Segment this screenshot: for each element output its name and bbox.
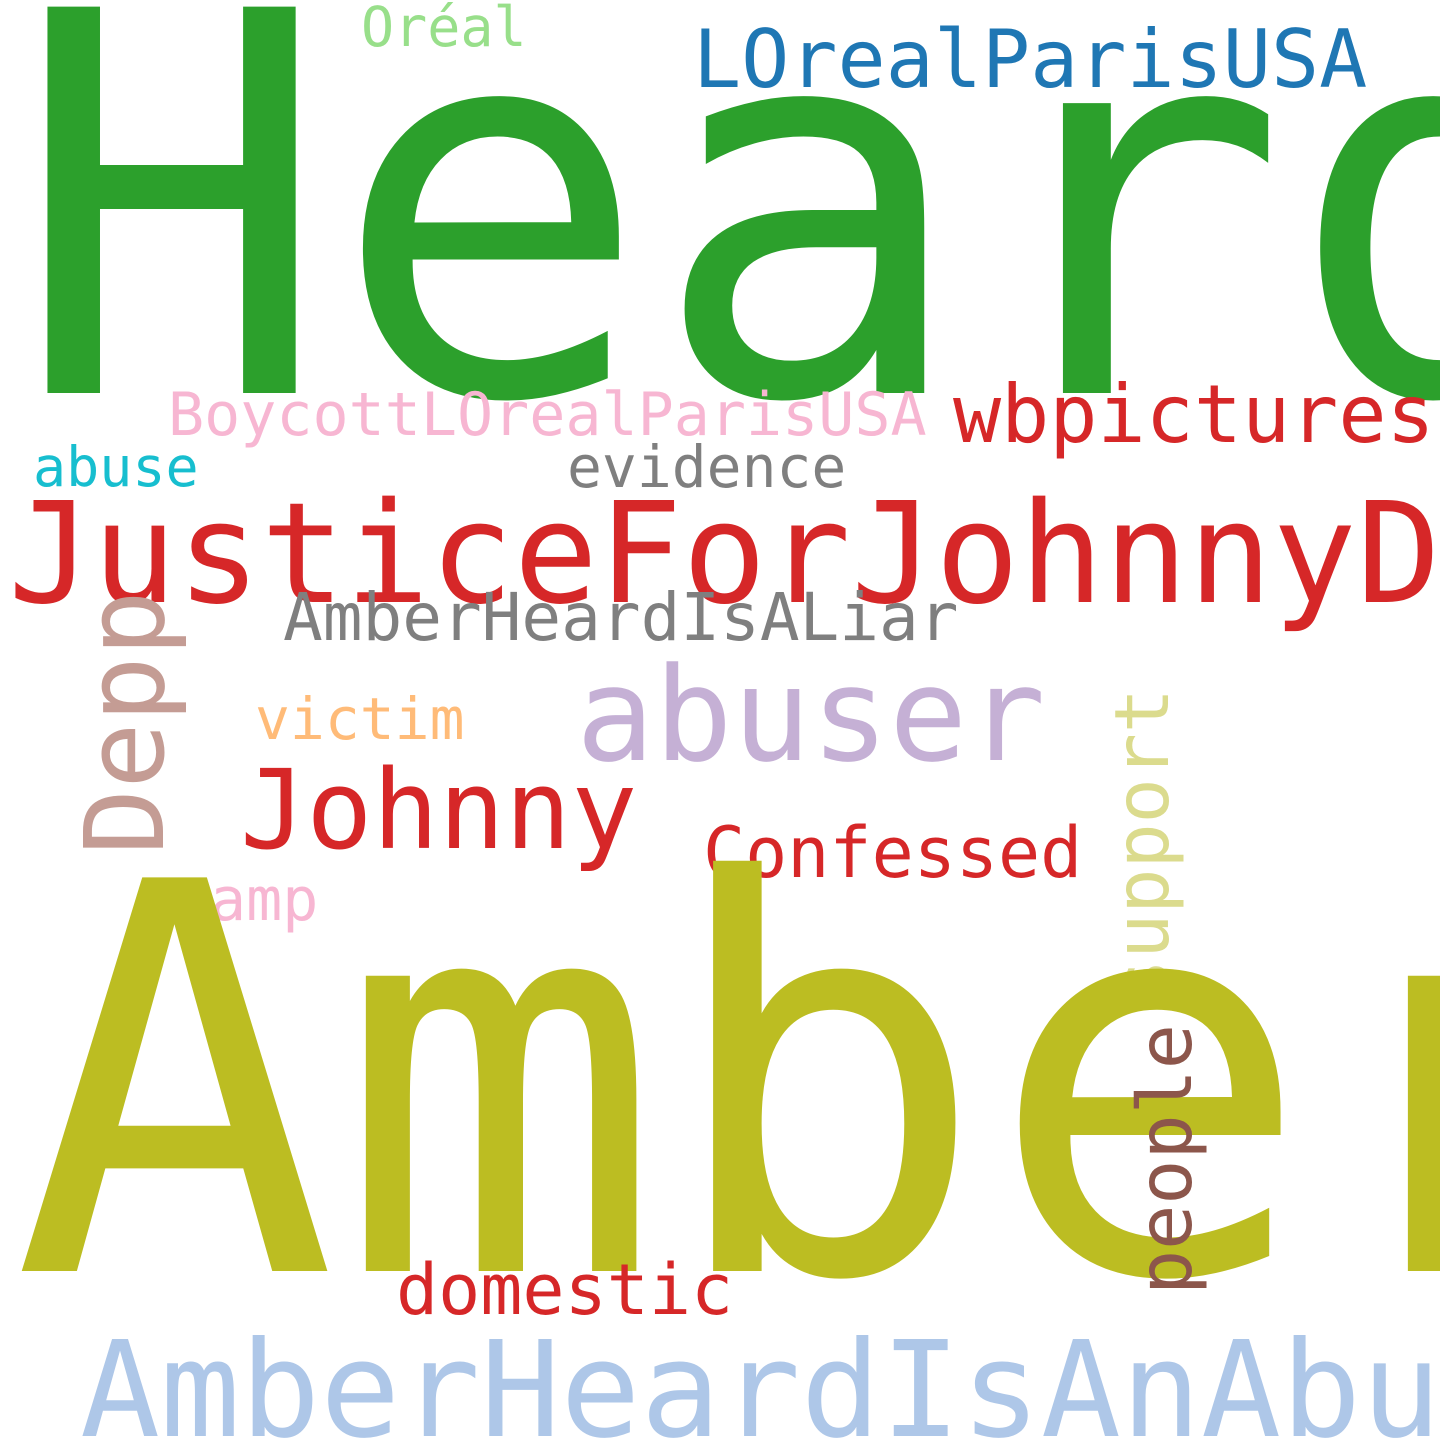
word-amber: Amber — [12, 771, 1440, 1399]
word-evidence: evidence — [567, 433, 847, 501]
word-victim: victim — [255, 685, 465, 753]
word-abuse: abuse — [33, 435, 199, 499]
word-confessed: Confessed — [703, 812, 1083, 894]
word-loreal-paris-usa: LOrealParisUSA — [693, 13, 1368, 106]
word-heard: Heard — [12, 0, 1440, 518]
word-amp: amp — [210, 865, 319, 935]
word-domestic: domestic — [396, 1249, 734, 1331]
word-justice-for-johnny-depp: JusticeForJohnnyDepp — [8, 473, 1440, 636]
word-wbpictures: wbpictures — [953, 368, 1435, 461]
word-amber-heard-is-an-abuser: AmberHeardIsAnAbuser — [80, 1314, 1440, 1440]
word-abuser: abuser — [576, 639, 1046, 791]
word-people: people — [1121, 1024, 1209, 1295]
word-johnny: Johnny — [240, 746, 638, 874]
word-oreal: Oréal — [361, 0, 527, 59]
word-boycott-loreal-paris-usa: BoycottLOrealParisUSA — [168, 380, 927, 450]
word-amber-heard-is-a-liar: AmberHeardIsALiar — [283, 579, 959, 656]
